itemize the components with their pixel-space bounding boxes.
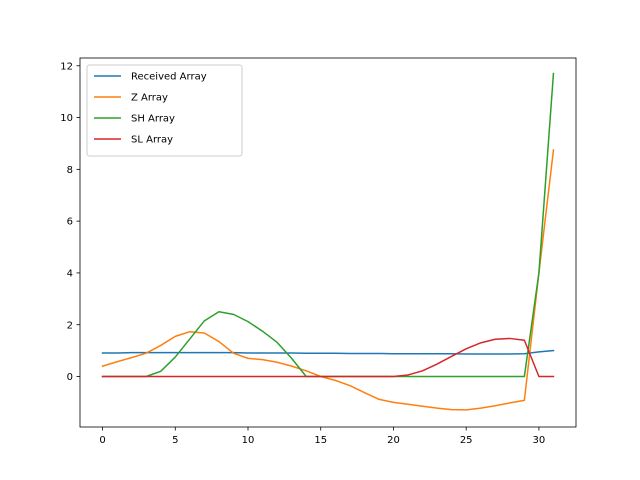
x-tick-label: 30 [533, 435, 546, 446]
y-tick-label: 2 [67, 320, 73, 331]
x-tick-label: 10 [242, 435, 255, 446]
legend-label-sh-array: SH Array [131, 114, 175, 125]
series-line-received-array [101, 349, 555, 355]
legend-label-z-array: Z Array [131, 93, 168, 104]
y-tick-label: 6 [67, 217, 73, 228]
y-tick-label: 8 [67, 165, 73, 176]
series-layer [101, 72, 555, 411]
y-tick-label: 0 [67, 372, 73, 383]
x-tick-label: 0 [99, 435, 105, 446]
y-tick-label: 12 [60, 61, 73, 72]
x-tick-label: 5 [172, 435, 178, 446]
axes-layer: 0 5 10 15 20 25 30 0 2 4 6 8 10 12 [60, 57, 577, 446]
series-line-sl-array [101, 337, 555, 378]
y-tick-label: 4 [67, 269, 73, 280]
legend-label-sl-array: SL Array [131, 135, 173, 146]
series-line-z-array [101, 149, 555, 411]
x-tick-label: 20 [387, 435, 400, 446]
x-tick-label: 25 [460, 435, 473, 446]
legend-box [86, 64, 243, 157]
x-tick-label: 15 [314, 435, 327, 446]
legend: Received Array Z Array SH Array SL Array [86, 64, 243, 157]
y-tick-label: 10 [60, 113, 73, 124]
plot-frame [79, 57, 577, 428]
legend-label-received-array: Received Array [131, 72, 207, 83]
